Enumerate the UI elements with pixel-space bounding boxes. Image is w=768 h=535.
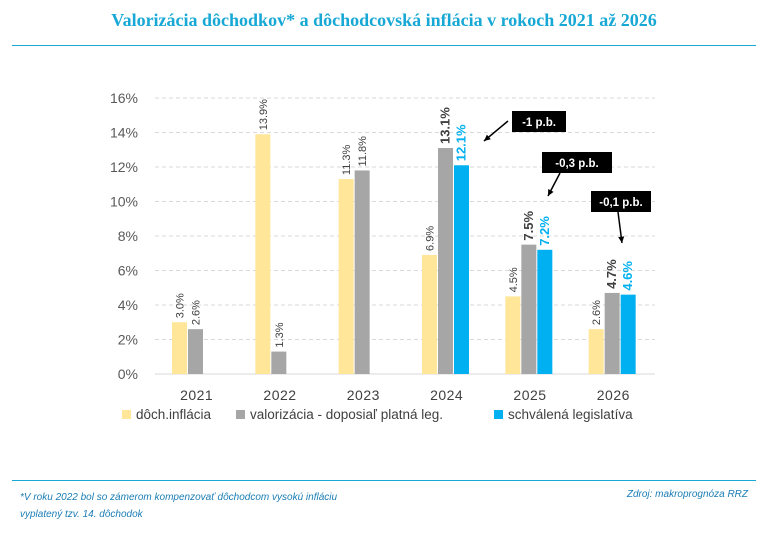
bar: [172, 322, 187, 374]
data-label: 1.3%: [274, 322, 286, 347]
y-tick-label: 10%: [110, 194, 138, 210]
legend-swatch: [122, 410, 131, 419]
bar: [188, 329, 203, 374]
x-tick-label: 2022: [263, 387, 296, 403]
x-tick-label: 2024: [430, 387, 463, 403]
chart-title: Valorizácia dôchodkov* a dôchodcovská in…: [111, 10, 657, 30]
footnote-line-2: vyplatený tzv. 14. dôchodok: [20, 509, 143, 520]
y-tick-label: 16%: [110, 90, 138, 106]
data-label: 2.6%: [191, 300, 203, 325]
y-tick-label: 0%: [118, 366, 138, 382]
data-label: 6.9%: [425, 226, 437, 251]
y-tick-label: 6%: [118, 263, 138, 279]
x-tick-label: 2025: [513, 387, 546, 403]
bar: [588, 329, 604, 374]
data-label: 13.1%: [438, 107, 453, 144]
bar: [438, 148, 453, 374]
top-divider: [12, 45, 756, 46]
x-tick-label: 2023: [347, 387, 380, 403]
bar: [338, 179, 354, 374]
data-label: 7.5%: [521, 211, 536, 241]
annotation-label: -0,3 p.b.: [555, 158, 598, 170]
data-label: 13.9%: [258, 99, 270, 130]
x-tick-label: 2021: [180, 387, 213, 403]
bar: [271, 351, 287, 374]
annotation-arrowhead: [618, 236, 625, 243]
bar: [255, 134, 271, 374]
bottom-divider: [12, 480, 756, 481]
bar: [604, 292, 620, 374]
annotation-label: -1 p.b.: [522, 117, 556, 129]
legend-label: valorizácia - doposiaľ platná leg.: [250, 407, 443, 422]
source-note: Zdroj: makroprognóza RRZ: [626, 489, 748, 500]
bar: [505, 296, 521, 374]
bar: [454, 165, 469, 374]
legend-label: dôch.inflácia: [136, 407, 212, 422]
annotation-box: [542, 152, 612, 173]
y-tick-label: 8%: [118, 228, 138, 244]
annotation-arrowhead: [548, 189, 554, 196]
annotation-box: [512, 111, 566, 132]
y-tick-label: 12%: [110, 159, 138, 175]
x-tick-label: 2026: [597, 387, 630, 403]
bar: [620, 294, 636, 374]
footnote: *V roku 2022 bol so zámerom kompenzovať …: [20, 489, 440, 523]
footnote-line-1: *V roku 2022 bol so zámerom kompenzovať …: [20, 492, 338, 503]
bar: [537, 249, 553, 374]
legend-swatch: [236, 410, 245, 419]
data-label: 2.6%: [591, 300, 603, 325]
data-label: 4.7%: [604, 259, 619, 289]
bar: [354, 170, 370, 374]
data-label: 4.5%: [508, 267, 520, 292]
data-label: 3.0%: [175, 293, 187, 318]
legend-label: schválená legislatíva: [508, 407, 633, 422]
legend-swatch: [494, 410, 503, 419]
annotation-label: -0,1 p.b.: [599, 197, 642, 209]
annotation-arrowhead: [484, 134, 491, 141]
data-label: 7.2%: [537, 216, 552, 246]
data-label: 11.3%: [341, 144, 353, 175]
bar: [422, 254, 437, 374]
y-tick-label: 14%: [110, 125, 138, 141]
annotation-box: [591, 191, 651, 212]
data-label: 12.1%: [454, 124, 469, 161]
chart-svg: 0% 2% 4% 6% 8% 10% 12% 14% 16% 2021 2022 2023 2024 20…: [110, 90, 655, 422]
data-label: 4.6%: [620, 261, 635, 291]
bar: [521, 244, 537, 374]
y-tick-label: 2%: [118, 332, 138, 348]
data-label: 11.8%: [357, 136, 369, 167]
y-tick-label: 4%: [118, 297, 138, 313]
